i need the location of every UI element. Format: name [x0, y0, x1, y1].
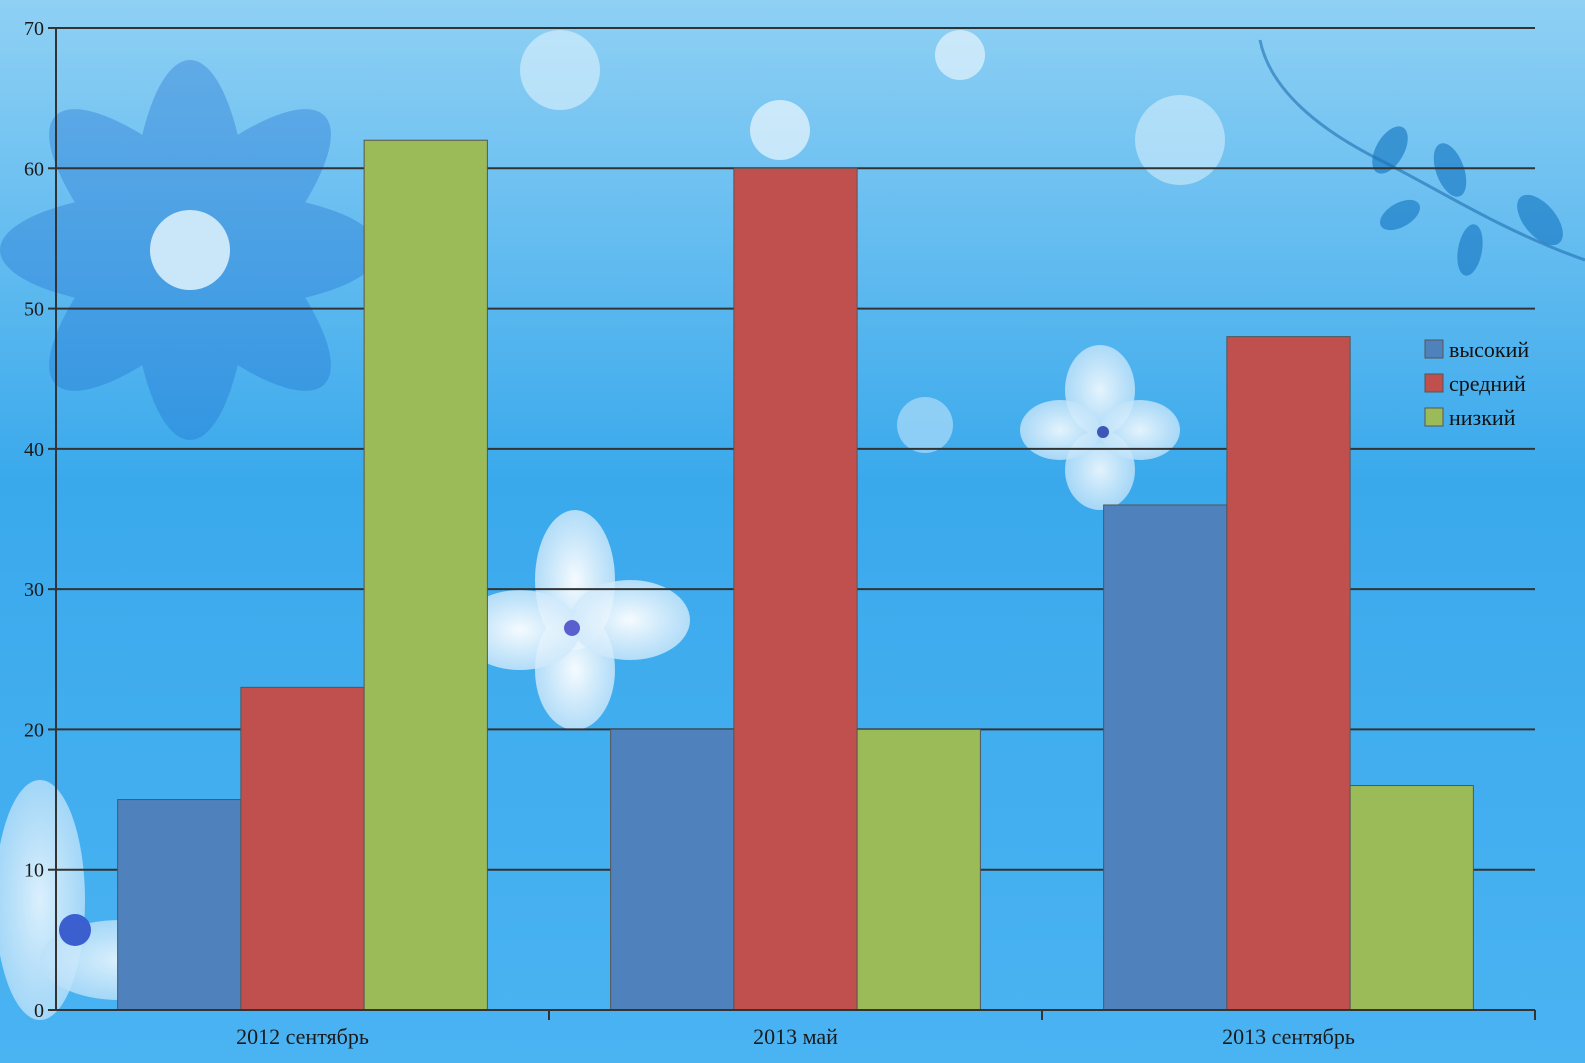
bubble-decoration	[1135, 95, 1225, 185]
y-tick-label: 40	[24, 439, 44, 461]
legend-swatch	[1424, 373, 1444, 393]
bubble-decoration	[520, 30, 600, 110]
bar-2-1	[856, 728, 981, 1011]
x-axis-labels: 2012 сентябрь 2013 май 2013 сентябрь	[236, 1024, 1355, 1049]
flower-decoration	[1020, 345, 1180, 510]
legend-label: высокий	[1449, 337, 1529, 362]
legend-label: низкий	[1449, 405, 1516, 430]
legend: высокий средний низкий	[1424, 337, 1529, 430]
y-tick-label: 60	[24, 158, 44, 180]
y-tick-label: 10	[24, 860, 44, 882]
bar-2-0	[363, 139, 488, 1011]
bar-0-1	[610, 728, 735, 1011]
axes	[55, 28, 1536, 1020]
y-axis-ticks: 0 10 20 30 40 50 60 70	[24, 18, 56, 1022]
y-tick-label: 70	[24, 18, 44, 40]
x-category-label: 2013 сентябрь	[1222, 1024, 1355, 1049]
flower-decoration	[460, 510, 690, 730]
bars	[117, 139, 1474, 1011]
bar-2-2	[1349, 785, 1474, 1011]
bar-0-2	[1103, 504, 1228, 1011]
bar-1-0	[240, 686, 365, 1011]
x-category-label: 2012 сентябрь	[236, 1024, 369, 1049]
legend-swatch	[1424, 407, 1444, 427]
bar-1-2	[1226, 336, 1351, 1011]
bubble-decoration	[897, 397, 953, 453]
bar-0-0	[117, 799, 242, 1011]
legend-swatch	[1424, 339, 1444, 359]
bubble-decoration	[750, 100, 810, 160]
y-tick-label: 30	[24, 579, 44, 601]
y-tick-label: 20	[24, 719, 44, 741]
bubble-decoration	[935, 30, 985, 80]
y-tick-label: 50	[24, 299, 44, 321]
y-tick-label: 0	[34, 1000, 44, 1022]
x-category-label: 2013 май	[753, 1024, 838, 1049]
legend-label: средний	[1449, 371, 1526, 396]
bar-1-1	[733, 167, 858, 1011]
